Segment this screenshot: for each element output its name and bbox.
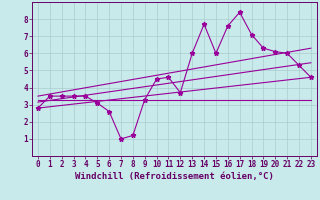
X-axis label: Windchill (Refroidissement éolien,°C): Windchill (Refroidissement éolien,°C)	[75, 172, 274, 181]
